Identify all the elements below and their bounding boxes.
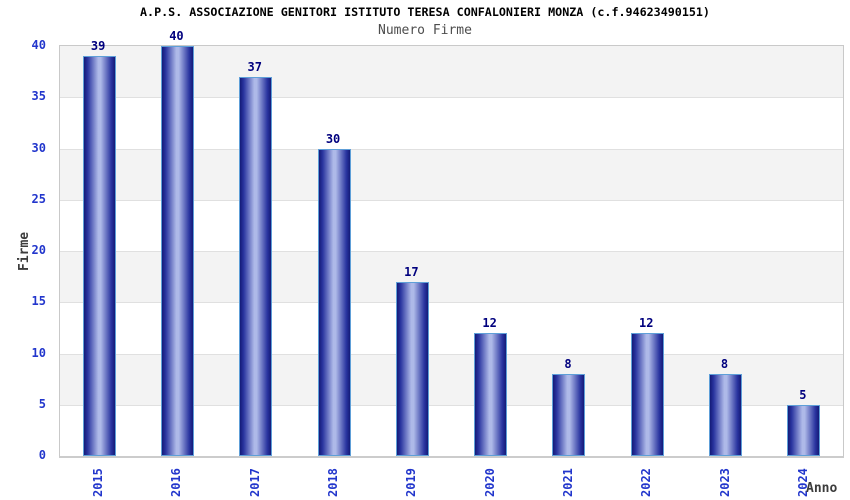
bar-2022 [630,333,664,456]
bar-2024 [787,404,821,456]
bar-2017 [239,76,273,456]
gridline [60,302,843,303]
bar-2019 [395,281,429,456]
x-tick-2022: 2022 [639,468,654,497]
x-tick-2016: 2016 [169,468,184,497]
x-tick-2017: 2017 [247,468,262,497]
y-tick-0: 0 [38,448,46,462]
bar-value-label-2017: 37 [247,59,262,74]
gridline [60,97,843,98]
bar-value-label-2018: 30 [325,131,341,146]
x-tick-2018: 2018 [326,468,341,497]
y-axis-title: Firme [17,231,32,271]
bar-value-label-2020: 12 [482,316,497,330]
y-tick-40: 40 [31,38,46,52]
chart-subtitle: Numero Firme [378,23,472,38]
y-tick-20: 20 [31,243,46,257]
x-tick-2015: 2015 [91,468,106,497]
plot-area [59,45,844,458]
bar-value-label-2023: 8 [720,357,729,371]
bar-value-label-2015: 39 [90,39,106,54]
x-tick-2019: 2019 [404,468,419,497]
gridline [60,149,843,150]
bar-2023 [709,374,743,456]
bar-value-label-2024: 5 [799,387,807,402]
bar-2020 [474,333,508,456]
bar-2018 [317,148,351,456]
bar-value-label-2016: 40 [169,29,184,43]
bar-value-label-2021: 8 [564,357,572,371]
y-tick-15: 15 [31,294,46,309]
bar-2016 [160,46,194,456]
y-tick-5: 5 [38,396,46,411]
gridline [60,405,843,406]
bar-value-label-2019: 17 [404,264,419,279]
bar-2015 [82,56,116,456]
gridline [60,251,843,252]
y-tick-25: 25 [31,191,46,206]
x-tick-2020: 2020 [482,468,497,497]
bar-value-label-2022: 12 [639,316,654,330]
chart-title: A.P.S. ASSOCIAZIONE GENITORI ISTITUTO TE… [140,5,710,19]
bar-2021 [552,374,586,456]
gridline [60,354,843,355]
x-axis-title: Anno [806,481,838,496]
y-tick-30: 30 [31,140,46,155]
x-tick-2023: 2023 [717,468,732,497]
x-tick-2021: 2021 [560,468,575,497]
y-tick-35: 35 [31,89,46,104]
y-tick-10: 10 [31,345,46,360]
gridline [60,200,843,201]
